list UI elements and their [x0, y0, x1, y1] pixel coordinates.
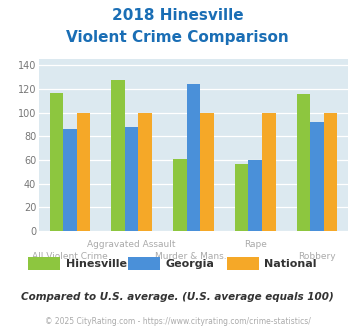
Text: Robbery: Robbery	[298, 252, 336, 261]
Text: Hinesville: Hinesville	[66, 259, 127, 269]
Bar	[63, 129, 77, 231]
Bar	[125, 127, 138, 231]
Bar	[138, 113, 152, 231]
Text: Aggravated Assault: Aggravated Assault	[87, 241, 176, 249]
Text: 2018 Hinesville: 2018 Hinesville	[112, 8, 243, 23]
Bar	[262, 113, 275, 231]
Bar	[248, 160, 262, 231]
Bar	[50, 92, 63, 231]
Bar	[297, 94, 310, 231]
Bar	[111, 80, 125, 231]
Text: Compared to U.S. average. (U.S. average equals 100): Compared to U.S. average. (U.S. average …	[21, 292, 334, 302]
Text: Murder & Mans...: Murder & Mans...	[155, 252, 232, 261]
Bar	[187, 84, 200, 231]
Text: Georgia: Georgia	[165, 259, 214, 269]
Text: National: National	[264, 259, 317, 269]
Bar	[200, 113, 214, 231]
Text: © 2025 CityRating.com - https://www.cityrating.com/crime-statistics/: © 2025 CityRating.com - https://www.city…	[45, 317, 310, 326]
Bar	[173, 159, 187, 231]
Bar	[235, 164, 248, 231]
Text: Rape: Rape	[244, 241, 267, 249]
Text: Violent Crime Comparison: Violent Crime Comparison	[66, 30, 289, 45]
Bar	[310, 122, 324, 231]
Bar	[324, 113, 337, 231]
Text: All Violent Crime: All Violent Crime	[32, 252, 108, 261]
Bar	[77, 113, 90, 231]
